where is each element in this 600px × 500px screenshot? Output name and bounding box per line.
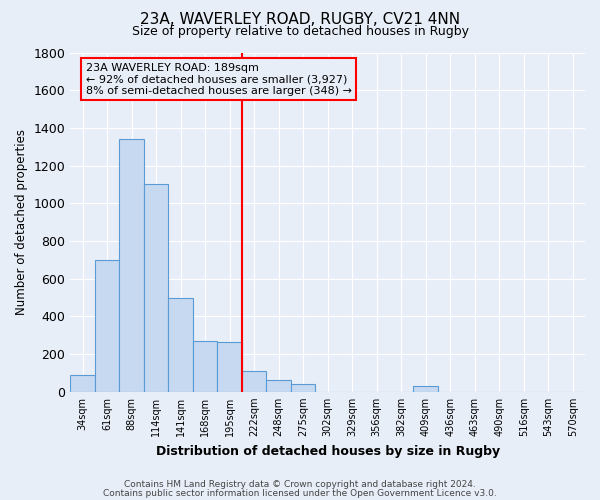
Bar (144, 184, 169, 392)
X-axis label: Distribution of detached houses by size in Rugby: Distribution of detached houses by size … (155, 444, 500, 458)
Bar (291, 384, 316, 392)
Bar (413, 386, 438, 392)
Text: Contains public sector information licensed under the Open Government Licence v3: Contains public sector information licen… (103, 488, 497, 498)
Bar (217, 342, 242, 392)
Bar (193, 341, 217, 392)
Bar (119, 139, 144, 392)
Bar (266, 380, 291, 392)
Bar (95, 260, 119, 392)
Text: Size of property relative to detached houses in Rugby: Size of property relative to detached ho… (131, 25, 469, 38)
Text: 23A WAVERLEY ROAD: 189sqm
← 92% of detached houses are smaller (3,927)
8% of sem: 23A WAVERLEY ROAD: 189sqm ← 92% of detac… (86, 62, 352, 96)
Bar (169, 298, 193, 392)
Bar (242, 371, 266, 392)
Text: 23A, WAVERLEY ROAD, RUGBY, CV21 4NN: 23A, WAVERLEY ROAD, RUGBY, CV21 4NN (140, 12, 460, 28)
Bar (70, 375, 95, 392)
Text: Contains HM Land Registry data © Crown copyright and database right 2024.: Contains HM Land Registry data © Crown c… (124, 480, 476, 489)
Y-axis label: Number of detached properties: Number of detached properties (15, 129, 28, 315)
